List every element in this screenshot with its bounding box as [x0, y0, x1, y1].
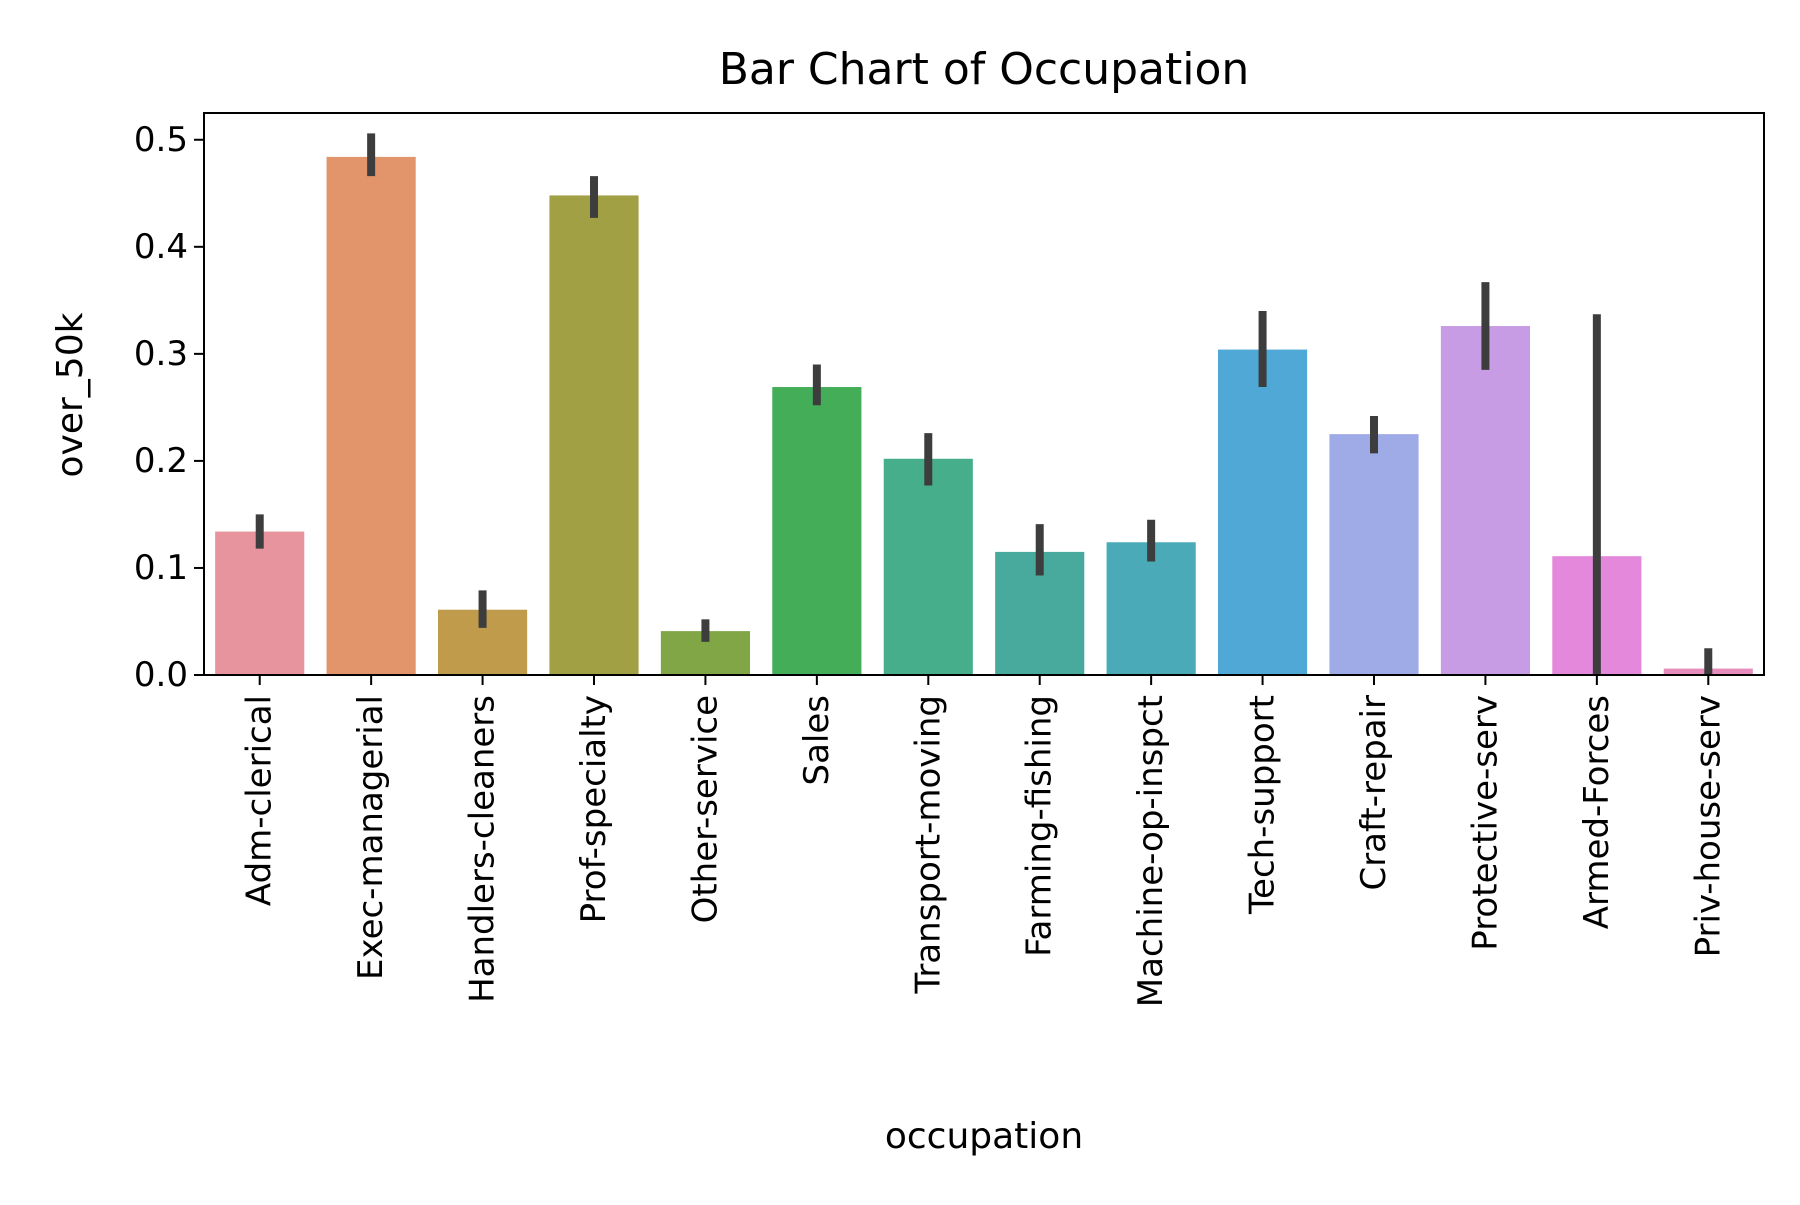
x-tick-label: Exec-managerial — [351, 695, 391, 980]
x-tick-label: Prof-specialty — [574, 695, 614, 923]
bar — [1218, 349, 1308, 675]
x-tick-label: Transport-moving — [908, 695, 948, 994]
x-tick-label: Handlers-cleaners — [463, 695, 503, 1003]
y-tick-label: 0.0 — [134, 655, 188, 695]
x-axis-label: occupation — [885, 1116, 1083, 1157]
y-tick-label: 0.1 — [134, 548, 188, 588]
bar — [772, 387, 862, 675]
bar — [215, 531, 305, 675]
chart-title: Bar Chart of Occupation — [719, 44, 1250, 95]
plot-frame — [203, 112, 1765, 676]
y-tick-label: 0.5 — [134, 120, 188, 160]
y-axis-label: over_50k — [50, 312, 91, 477]
x-tick-label: Farming-fishing — [1020, 695, 1060, 957]
x-tick-label: Armed-Forces — [1577, 695, 1617, 929]
bar — [883, 458, 973, 675]
x-tick-label: Craft-repair — [1354, 695, 1394, 891]
bars-layer — [215, 156, 1753, 675]
x-tick-label: Sales — [797, 695, 837, 786]
errorbars-layer — [255, 133, 1713, 675]
x-tick-label: Protective-serv — [1465, 695, 1505, 951]
x-axis: Adm-clerical Exec-managerial Handlers-clea… — [240, 675, 1728, 1007]
x-tick-label: Other-service — [685, 695, 725, 923]
bar — [1329, 434, 1419, 675]
bar — [549, 195, 639, 675]
y-tick-label: 0.4 — [134, 227, 188, 267]
x-tick-label: Tech-support — [1243, 695, 1283, 915]
bar — [1106, 542, 1196, 675]
y-tick-label: 0.2 — [134, 441, 188, 481]
bar — [1440, 326, 1530, 675]
bar — [326, 156, 416, 675]
x-tick-label: Machine-op-inspct — [1131, 695, 1171, 1007]
y-axis: 0.0 0.1 0.2 0.3 0.4 0.5 — [134, 120, 204, 695]
y-tick-label: 0.3 — [134, 334, 188, 374]
x-tick-label: Priv-house-serv — [1688, 695, 1728, 957]
x-tick-label: Adm-clerical — [240, 695, 280, 906]
